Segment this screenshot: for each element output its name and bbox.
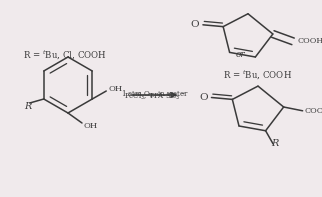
Text: R = $^t$Bu, Cl, COOH: R = $^t$Bu, Cl, COOH [23,49,107,62]
Text: R = $^t$Bu, COOH: R = $^t$Bu, COOH [223,69,292,82]
Text: COOH: COOH [305,107,322,115]
Text: COOH: COOH [297,37,322,45]
Text: OH: OH [84,122,98,130]
Text: R: R [271,139,279,148]
Text: R: R [24,101,32,111]
Text: or: or [235,49,245,59]
Text: 1 atm O$_2$, in water: 1 atm O$_2$, in water [121,89,189,100]
Text: OH: OH [108,85,122,93]
Text: O: O [199,93,208,102]
Text: FeCl$_3$, TPA-SO$_3$$^-$: FeCl$_3$, TPA-SO$_3$$^-$ [124,91,186,102]
Text: O: O [191,20,199,29]
